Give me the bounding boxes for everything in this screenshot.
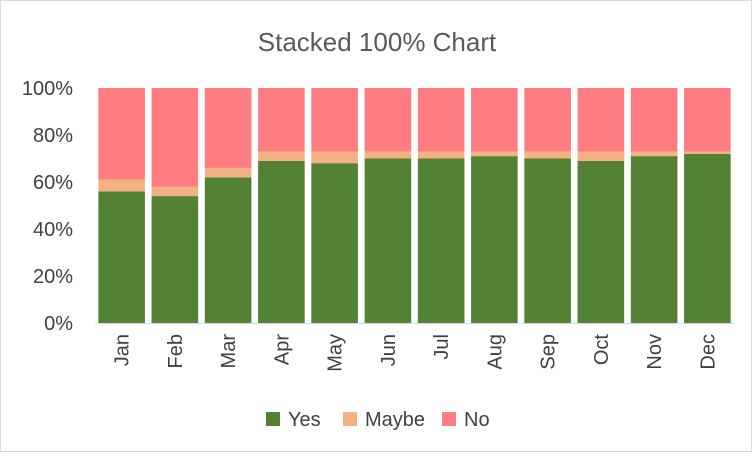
legend-label-yes: Yes bbox=[288, 409, 321, 431]
y-tick-label: 60% bbox=[33, 172, 73, 194]
bar-segment-no-dec bbox=[684, 88, 731, 152]
bar-segment-maybe-nov bbox=[630, 151, 678, 157]
legend-swatch-yes bbox=[266, 412, 280, 426]
x-tick-label: Apr bbox=[271, 334, 293, 365]
bar-segment-maybe-apr bbox=[258, 151, 305, 161]
bar-segment-maybe-oct bbox=[577, 151, 625, 161]
bar-segment-maybe-jun bbox=[364, 151, 412, 159]
bar-segment-yes-feb bbox=[151, 196, 199, 323]
bar-segment-maybe-jul bbox=[417, 151, 465, 159]
legend-label-no: No bbox=[464, 409, 490, 431]
bar-segment-yes-nov bbox=[630, 156, 678, 323]
x-axis: Jan Feb Mar Apr May Jun Jul Aug Sep Oct Nov Dec bbox=[95, 323, 734, 372]
bar-segment-maybe-aug bbox=[471, 151, 518, 157]
bar-segment-no-jan bbox=[98, 88, 145, 180]
bar-segment-no-jun bbox=[364, 88, 412, 152]
x-tick-label: May bbox=[325, 334, 347, 372]
bar-segment-yes-oct bbox=[577, 160, 625, 323]
y-tick-label: 100% bbox=[22, 78, 73, 100]
legend: Yes Maybe No bbox=[266, 409, 490, 431]
bar-segment-no-sep bbox=[524, 88, 571, 152]
x-tick-label: Feb bbox=[165, 334, 187, 368]
x-tick-label: Mar bbox=[218, 334, 240, 369]
bar-segment-yes-sep bbox=[524, 158, 571, 323]
legend-swatch-maybe bbox=[343, 412, 357, 426]
bar-segment-no-nov bbox=[630, 88, 678, 152]
bar-segment-maybe-sep bbox=[524, 151, 571, 159]
bar-segment-no-oct bbox=[577, 88, 625, 152]
x-tick-label: Oct bbox=[591, 334, 613, 366]
bar-segment-yes-aug bbox=[471, 156, 518, 323]
bar-segment-yes-jun bbox=[364, 158, 412, 323]
y-tick-label: 80% bbox=[33, 125, 73, 147]
bar-segment-no-may bbox=[311, 88, 358, 152]
bar-segment-no-mar bbox=[204, 88, 252, 168]
x-tick-label: Aug bbox=[484, 334, 506, 370]
x-tick-label: Dec bbox=[697, 334, 719, 370]
chart-title: Stacked 100% Chart bbox=[258, 27, 497, 57]
bar-segment-no-apr bbox=[258, 88, 305, 152]
bar-segment-maybe-mar bbox=[204, 167, 252, 178]
bar-segment-yes-apr bbox=[258, 160, 305, 323]
bar-segment-yes-jul bbox=[417, 158, 465, 323]
x-tick-label: Jan bbox=[112, 334, 134, 366]
bar-segment-no-aug bbox=[471, 88, 518, 152]
bar-segment-maybe-dec bbox=[684, 151, 731, 154]
bar-segment-maybe-feb bbox=[151, 186, 199, 197]
x-tick-label: Sep bbox=[538, 334, 560, 370]
y-tick-label: 0% bbox=[44, 313, 73, 335]
y-axis: 0% 20% 40% 60% 80% 100% bbox=[22, 78, 73, 335]
bar-segment-no-jul bbox=[417, 88, 465, 152]
bar-segment-maybe-jan bbox=[98, 179, 145, 192]
bar-segment-yes-jan bbox=[98, 191, 145, 323]
bars bbox=[98, 88, 731, 323]
x-tick-label: Jul bbox=[431, 334, 453, 360]
x-tick-label: Jun bbox=[378, 334, 400, 366]
legend-swatch-no bbox=[442, 412, 456, 426]
x-tick-label: Nov bbox=[644, 334, 666, 370]
bar-segment-maybe-may bbox=[311, 151, 358, 164]
bar-segment-no-feb bbox=[151, 88, 199, 187]
y-tick-label: 20% bbox=[33, 266, 73, 288]
legend-label-maybe: Maybe bbox=[365, 409, 425, 431]
bar-segment-yes-may bbox=[311, 163, 358, 323]
y-tick-label: 40% bbox=[33, 219, 73, 241]
bar-segment-yes-dec bbox=[684, 153, 731, 323]
bar-segment-yes-mar bbox=[204, 177, 252, 323]
